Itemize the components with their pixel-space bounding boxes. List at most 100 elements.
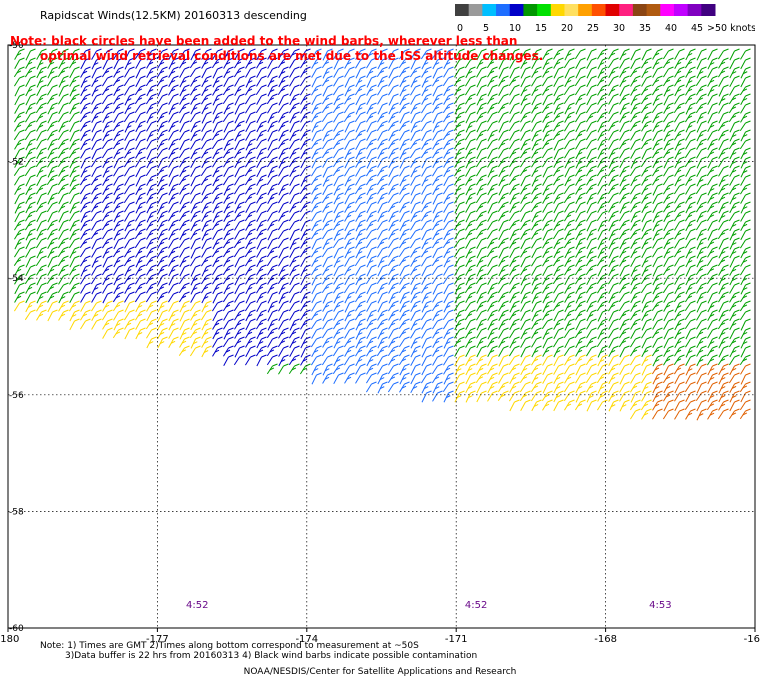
wind-barb <box>443 156 454 168</box>
barb-staff <box>113 68 119 78</box>
barb-flag <box>173 183 179 187</box>
barb-flag <box>316 48 322 52</box>
barb-staff <box>652 68 658 78</box>
barb-staff <box>355 167 361 177</box>
barb-flag <box>666 89 671 93</box>
barb-staff <box>344 77 350 88</box>
wind-barb <box>124 183 135 195</box>
barb-staff <box>410 176 416 186</box>
barb-flag <box>74 183 80 187</box>
barb-flag <box>215 80 220 84</box>
barb-staff <box>663 113 669 123</box>
barb-flag <box>96 93 102 97</box>
wind-barb <box>630 129 641 141</box>
wind-barb <box>223 57 234 69</box>
barb-staff <box>256 167 262 178</box>
barb-staff <box>277 104 284 114</box>
wind-barb <box>233 210 245 222</box>
barb-flag <box>426 102 432 106</box>
barb-flag <box>434 106 440 110</box>
barb-flag <box>415 156 421 160</box>
barb-flag <box>709 79 715 83</box>
barb-flag <box>646 102 652 106</box>
barb-flag <box>602 120 608 124</box>
barb-staff <box>322 158 328 168</box>
wind-barb <box>707 84 718 97</box>
barb-staff <box>201 185 207 196</box>
barb-staff <box>509 104 515 115</box>
barb-flag <box>162 156 168 160</box>
barb-staff <box>399 212 405 223</box>
wind-barb <box>531 102 542 114</box>
barb-flag <box>349 228 355 232</box>
barb-flag <box>305 156 311 160</box>
barb-staff <box>619 122 625 133</box>
barb-staff <box>80 158 86 169</box>
barb-flag <box>514 66 520 70</box>
wind-barb <box>585 156 597 168</box>
wind-barb <box>366 93 377 106</box>
barb-flag <box>272 111 278 115</box>
wind-barb <box>607 57 619 69</box>
barb-flag <box>151 129 157 133</box>
barb-flag <box>569 210 575 214</box>
wind-barb <box>596 210 608 222</box>
wind-barb <box>707 57 718 70</box>
barb-flag <box>82 88 88 92</box>
barb-flag <box>492 165 498 169</box>
wind-barb <box>487 174 498 186</box>
barb-flag <box>602 201 608 205</box>
barb-flag <box>30 129 36 133</box>
barb-flag <box>481 48 487 52</box>
barb-flag <box>481 192 487 196</box>
wind-barb <box>168 201 179 213</box>
barb-staff <box>354 203 361 213</box>
barb-staff <box>673 185 680 195</box>
barb-flag <box>173 174 179 178</box>
barb-flag <box>525 156 531 160</box>
barb-flag <box>580 147 586 151</box>
barb-flag <box>305 48 311 52</box>
barb-flag <box>547 228 553 232</box>
barb-staff <box>421 68 427 78</box>
wind-barb <box>79 93 91 105</box>
wind-barb <box>498 111 509 123</box>
barb-staff <box>542 230 548 241</box>
barb-staff <box>200 194 207 204</box>
barb-staff <box>531 59 537 70</box>
barb-staff <box>553 176 559 186</box>
barb-flag <box>382 57 388 61</box>
wind-barb <box>245 102 256 114</box>
barb-staff <box>80 59 86 70</box>
wind-barb <box>553 84 564 97</box>
barb-staff <box>322 50 328 61</box>
barb-flag <box>129 120 135 124</box>
wind-barb <box>113 66 124 78</box>
barb-flag <box>514 138 520 142</box>
wind-barb <box>80 219 91 231</box>
barb-flag <box>327 219 333 223</box>
barb-flag <box>360 147 366 151</box>
barb-flag <box>140 147 146 151</box>
barb-staff <box>542 167 548 178</box>
barb-flag <box>217 111 223 115</box>
barb-staff <box>520 194 526 204</box>
wind-barb <box>618 219 630 231</box>
wind-barb <box>25 111 36 123</box>
barb-flag <box>382 183 388 187</box>
barb-flag <box>371 102 377 106</box>
barb-flag <box>470 165 476 169</box>
barb-flag <box>687 88 693 92</box>
barb-flag <box>459 138 465 142</box>
barb-staff <box>520 212 526 223</box>
barb-staff <box>343 50 350 60</box>
barb-flag <box>536 201 542 205</box>
barb-flag <box>668 93 674 97</box>
barb-staff <box>234 104 240 115</box>
barb-flag <box>613 93 619 97</box>
wind-barb <box>388 57 399 70</box>
barb-flag <box>415 66 421 70</box>
barb-staff <box>552 113 559 123</box>
barb-staff <box>531 113 537 123</box>
wind-barb <box>662 57 674 69</box>
